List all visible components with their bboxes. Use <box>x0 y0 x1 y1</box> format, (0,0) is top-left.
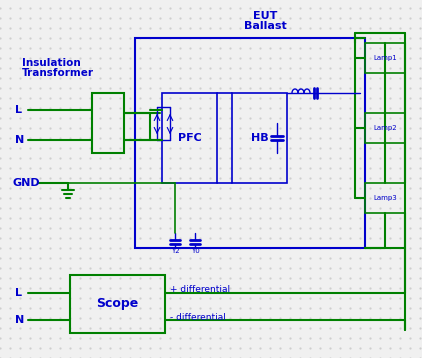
Text: Y0: Y0 <box>191 248 200 254</box>
Bar <box>365 113 405 143</box>
Bar <box>92 93 124 153</box>
Text: N: N <box>15 315 24 325</box>
Bar <box>162 93 217 183</box>
Text: Scope: Scope <box>96 297 138 310</box>
Text: GND: GND <box>12 178 40 188</box>
Text: Transformer: Transformer <box>22 68 94 78</box>
Text: PFC: PFC <box>178 133 201 143</box>
Text: Y2: Y2 <box>171 248 180 254</box>
Text: + differential: + differential <box>170 285 230 295</box>
Text: EUT: EUT <box>253 11 277 21</box>
Text: L: L <box>15 105 22 115</box>
Text: L: L <box>15 288 22 298</box>
Bar <box>365 183 405 213</box>
Text: N: N <box>15 135 24 145</box>
Text: HB: HB <box>251 133 268 143</box>
Text: - differential: - differential <box>170 313 226 321</box>
Bar <box>70 275 165 333</box>
Text: Lamp1: Lamp1 <box>373 55 397 61</box>
Text: Lamp2: Lamp2 <box>373 125 397 131</box>
Bar <box>365 43 405 73</box>
Text: Insulation: Insulation <box>22 58 81 68</box>
Bar <box>232 93 287 183</box>
Text: Ballast: Ballast <box>243 21 287 31</box>
Text: Lamp3: Lamp3 <box>373 195 397 201</box>
Bar <box>135 38 365 248</box>
